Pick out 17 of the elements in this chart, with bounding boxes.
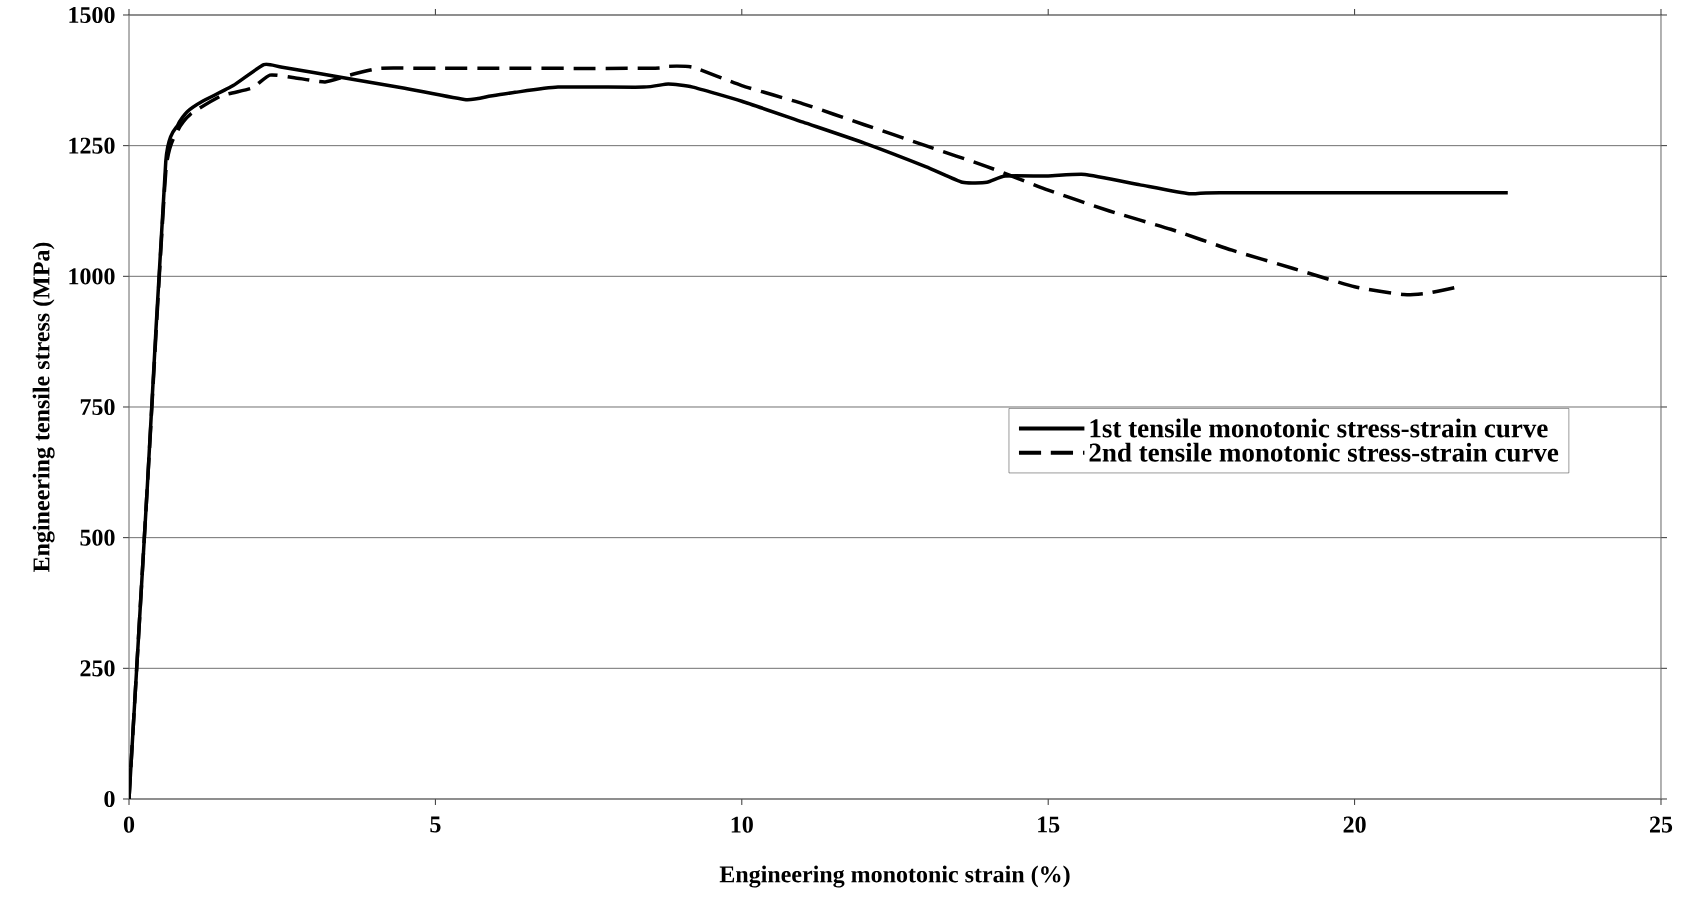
- y-tick-label: 250: [80, 660, 115, 677]
- legend-label: 2nd tensile monotonic stress-strain curve: [1089, 442, 1559, 462]
- y-tick-label: 1500: [69, 6, 115, 24]
- y-tick-label: 0: [104, 790, 115, 808]
- x-tick-label: 10: [731, 816, 753, 833]
- legend-label: 1st tensile monotonic stress-strain curve: [1090, 418, 1548, 438]
- y-tick-label: 500: [80, 529, 115, 546]
- y-axis-title: Engineering tensile stress (MPa): [32, 242, 55, 572]
- x-tick-label: 0: [123, 816, 135, 833]
- x-tick-label: 20: [1343, 816, 1366, 833]
- x-axis-title: Engineering monotonic strain (%): [719, 865, 1070, 888]
- x-tick-label: 15: [1038, 816, 1060, 833]
- y-tick-label: 1250: [69, 137, 115, 154]
- y-tick-label: 750: [80, 398, 115, 416]
- x-tick-label: 5: [430, 816, 441, 833]
- x-tick-label: 25: [1649, 816, 1673, 833]
- y-tick-label: 1000: [69, 268, 115, 285]
